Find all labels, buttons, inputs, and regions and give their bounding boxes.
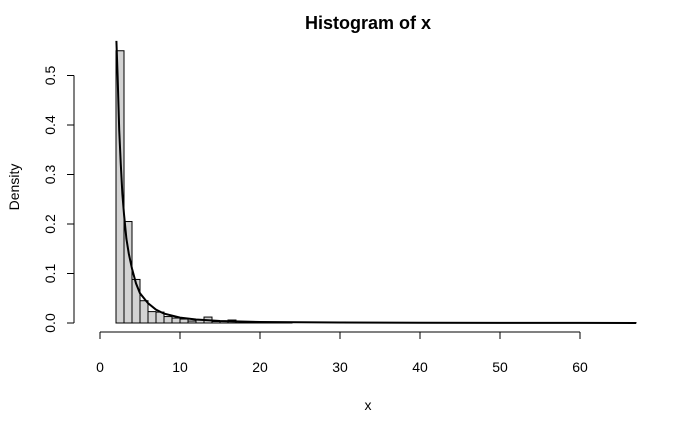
y-axis: 0.0 0.1 0.2 0.3 0.4 0.5 — [42, 66, 75, 333]
x-tick-label: 0 — [96, 359, 104, 375]
x-tick-label: 30 — [332, 359, 348, 375]
histogram-bar — [115, 50, 125, 324]
x-tick-label: 20 — [252, 359, 268, 375]
histogram-bar — [179, 318, 189, 324]
x-axis: 0 10 20 30 40 50 60 — [96, 331, 588, 375]
histogram-bar — [139, 300, 149, 324]
histogram-bar — [147, 311, 157, 324]
x-tick-label: 50 — [492, 359, 508, 375]
x-tick-label: 40 — [412, 359, 428, 375]
y-tick-label: 0.1 — [42, 264, 58, 284]
density-curve-group — [115, 40, 637, 324]
x-tick-label: 60 — [572, 359, 588, 375]
y-tick-label: 0.2 — [42, 214, 58, 234]
x-axis-title: x — [365, 397, 372, 413]
histogram-bar — [187, 320, 197, 324]
histogram-bars — [115, 50, 637, 324]
x-tick-label: 10 — [172, 359, 188, 375]
y-tick-label: 0.4 — [42, 115, 58, 135]
histogram-bar — [171, 317, 181, 324]
y-tick-label: 0.3 — [42, 165, 58, 185]
y-tick-label: 0.5 — [42, 66, 58, 86]
chart-title: Histogram of x — [305, 13, 431, 33]
y-axis-title: Density — [6, 164, 22, 211]
histogram-bar — [163, 316, 173, 324]
y-tick-label: 0.0 — [42, 313, 58, 333]
density-curve — [115, 40, 637, 324]
